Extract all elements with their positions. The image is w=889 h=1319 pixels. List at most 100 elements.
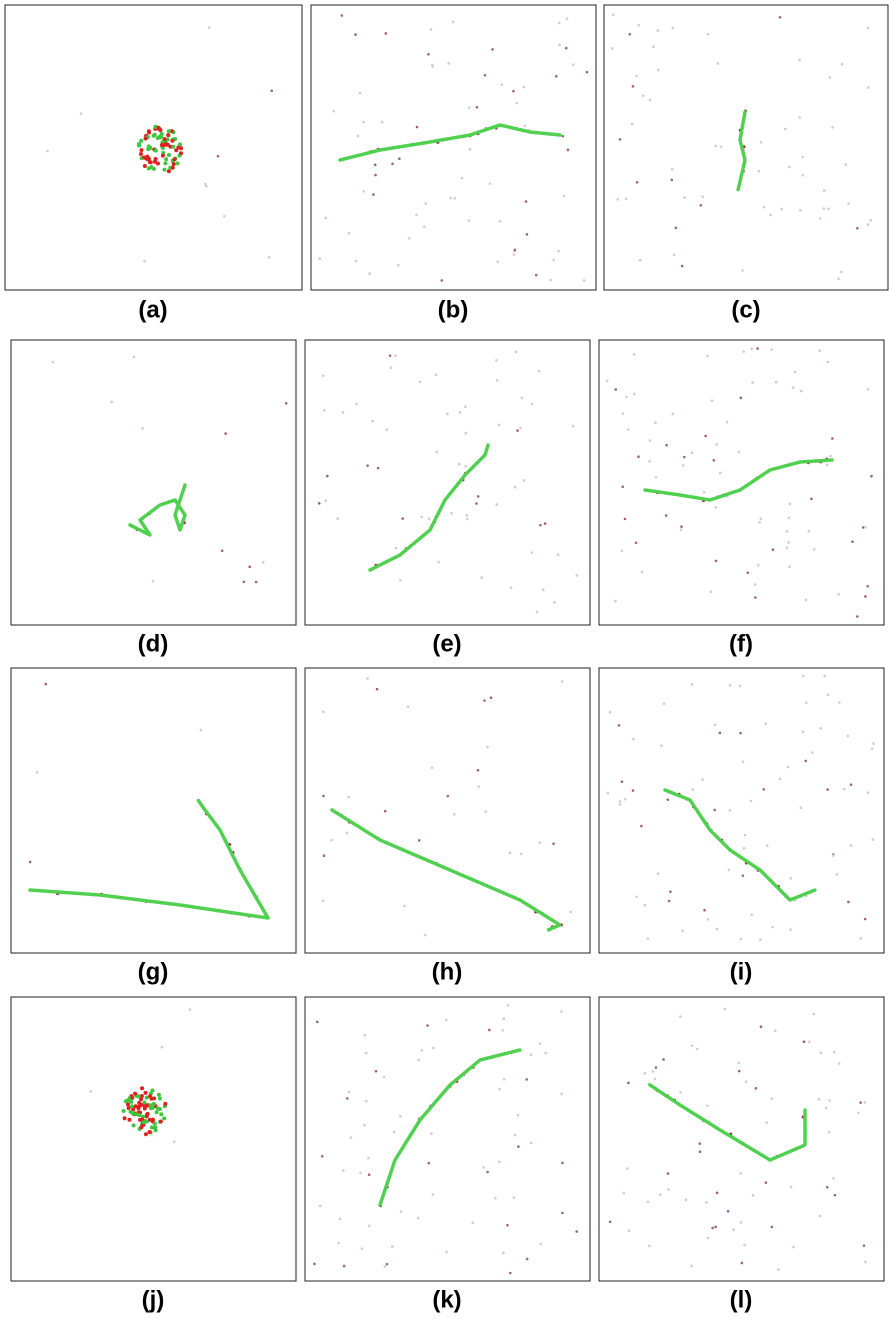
particle <box>189 1008 192 1011</box>
particle <box>823 675 826 678</box>
particle <box>36 771 39 774</box>
particle <box>764 722 767 725</box>
particle <box>654 1078 657 1081</box>
particle <box>347 796 350 799</box>
particle <box>502 1029 505 1032</box>
particle <box>567 149 570 152</box>
panel-label: (k) <box>432 1286 461 1313</box>
particle <box>869 219 872 222</box>
particle <box>746 571 749 574</box>
particle <box>498 1088 501 1091</box>
particle <box>375 1070 378 1073</box>
particle <box>162 1116 166 1120</box>
particle <box>526 233 529 236</box>
particle <box>766 844 769 847</box>
particle <box>471 1221 474 1224</box>
particle <box>772 548 775 551</box>
particle <box>179 151 183 155</box>
particle <box>635 542 638 545</box>
particle <box>751 381 754 384</box>
particle <box>490 696 493 699</box>
particle <box>742 874 745 877</box>
panel-frame <box>604 5 888 290</box>
particle <box>850 844 853 847</box>
particle <box>348 1091 351 1094</box>
particle <box>153 1122 157 1126</box>
particle <box>445 1019 448 1022</box>
particle <box>838 701 841 704</box>
particle <box>609 711 612 714</box>
particle <box>145 1114 149 1118</box>
particle <box>149 1103 153 1107</box>
particle <box>520 853 523 856</box>
particle <box>805 701 808 704</box>
particle <box>484 810 487 813</box>
particle <box>361 1247 364 1250</box>
particle <box>715 560 718 563</box>
particle <box>170 139 174 143</box>
particle <box>703 491 706 494</box>
particle <box>377 467 380 470</box>
particle <box>742 761 745 764</box>
particle <box>714 506 717 509</box>
particle <box>859 1101 862 1104</box>
particle <box>385 428 388 431</box>
particle <box>790 1186 793 1189</box>
particle <box>743 847 746 850</box>
particle <box>158 135 162 139</box>
particle <box>363 1034 366 1037</box>
particle <box>611 47 614 50</box>
particle <box>461 177 464 180</box>
particle <box>418 839 421 842</box>
particle <box>792 386 795 389</box>
particle <box>627 428 630 431</box>
particle <box>871 747 874 750</box>
particle <box>622 412 625 415</box>
particle <box>163 161 167 165</box>
particle <box>475 502 478 505</box>
particle <box>440 279 443 282</box>
particle <box>866 585 869 588</box>
particle <box>530 1142 533 1145</box>
particle <box>823 189 826 192</box>
particle <box>639 259 642 262</box>
particle <box>711 1227 714 1230</box>
particle <box>742 350 745 353</box>
particle <box>469 148 472 151</box>
particle <box>553 601 556 604</box>
particle <box>825 1107 828 1110</box>
particle <box>636 181 639 184</box>
particle <box>401 517 404 520</box>
particle <box>330 839 333 842</box>
particle <box>819 727 822 730</box>
particle <box>136 1094 140 1098</box>
particle <box>386 1263 389 1266</box>
particle <box>850 783 853 786</box>
particle <box>148 1130 152 1134</box>
particle <box>864 595 867 598</box>
particle <box>514 1134 517 1137</box>
particle <box>391 1245 394 1248</box>
particle <box>153 1126 157 1130</box>
panel-label: (e) <box>432 630 461 657</box>
particle <box>431 65 434 68</box>
particle <box>525 200 528 203</box>
particle <box>381 121 384 124</box>
particle <box>626 1167 629 1170</box>
particle <box>496 260 499 263</box>
particle <box>512 253 515 256</box>
particle <box>134 1112 138 1116</box>
particle <box>430 28 433 31</box>
particle <box>427 53 430 56</box>
particle <box>760 517 763 520</box>
particle <box>152 134 156 138</box>
particle <box>446 413 449 416</box>
particle <box>432 1047 435 1050</box>
particle <box>808 1041 811 1044</box>
particle <box>513 1196 516 1199</box>
particle <box>565 47 568 50</box>
particle <box>557 250 560 253</box>
particle <box>769 214 772 217</box>
particle <box>738 451 741 454</box>
particle <box>372 193 375 196</box>
